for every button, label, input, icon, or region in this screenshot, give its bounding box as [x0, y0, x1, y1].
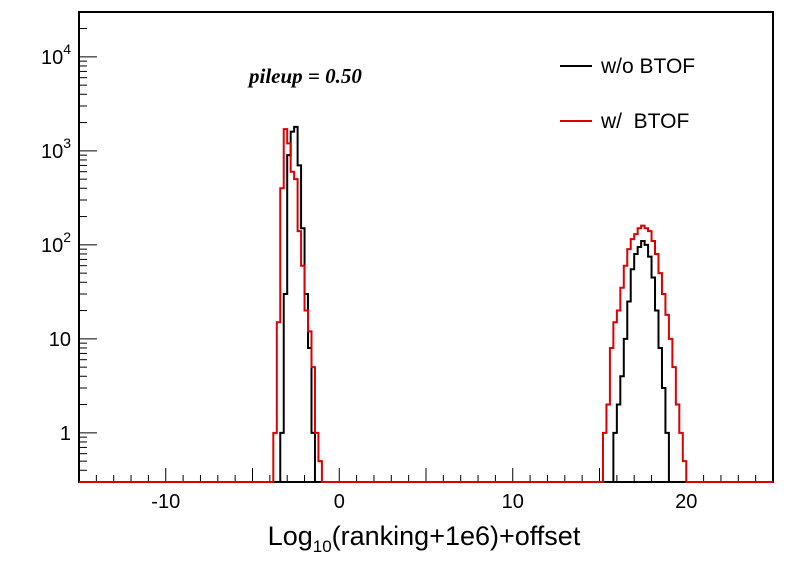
series-w-btof-line: [79, 128, 773, 483]
y-tick-label: 102: [41, 229, 71, 257]
x-axis-title-subscript: 10: [313, 537, 332, 556]
y-tick-label: 10: [49, 329, 71, 351]
x-tick-label: -10: [151, 491, 180, 513]
major-ticks: [79, 56, 687, 482]
x-tick-labels: -10 0 10 20: [151, 491, 697, 513]
x-tick-label: 0: [334, 491, 345, 513]
x-tick-label: 20: [675, 491, 697, 513]
x-tick-label: 10: [502, 491, 524, 513]
legend-label-wo-btof: w/o BTOF: [600, 55, 695, 78]
series-wo-btof-line: [79, 125, 773, 483]
y-tick-labels: 1 10 102 103 104: [41, 41, 71, 445]
y-tick-label: 1: [60, 423, 71, 445]
y-tick-label: 104: [41, 41, 71, 69]
x-axis-title: Log10(ranking+1e6)+offset: [268, 521, 581, 556]
legend-label-w-btof: w/ BTOF: [600, 110, 689, 133]
y-tick-label: 103: [41, 135, 71, 163]
series-layer: [79, 125, 773, 483]
legend: w/o BTOF w/ BTOF: [560, 55, 695, 133]
pileup-annotation: pileup = 0.50: [247, 64, 362, 88]
minor-ticks: [79, 28, 757, 483]
plot-frame: [78, 11, 774, 483]
